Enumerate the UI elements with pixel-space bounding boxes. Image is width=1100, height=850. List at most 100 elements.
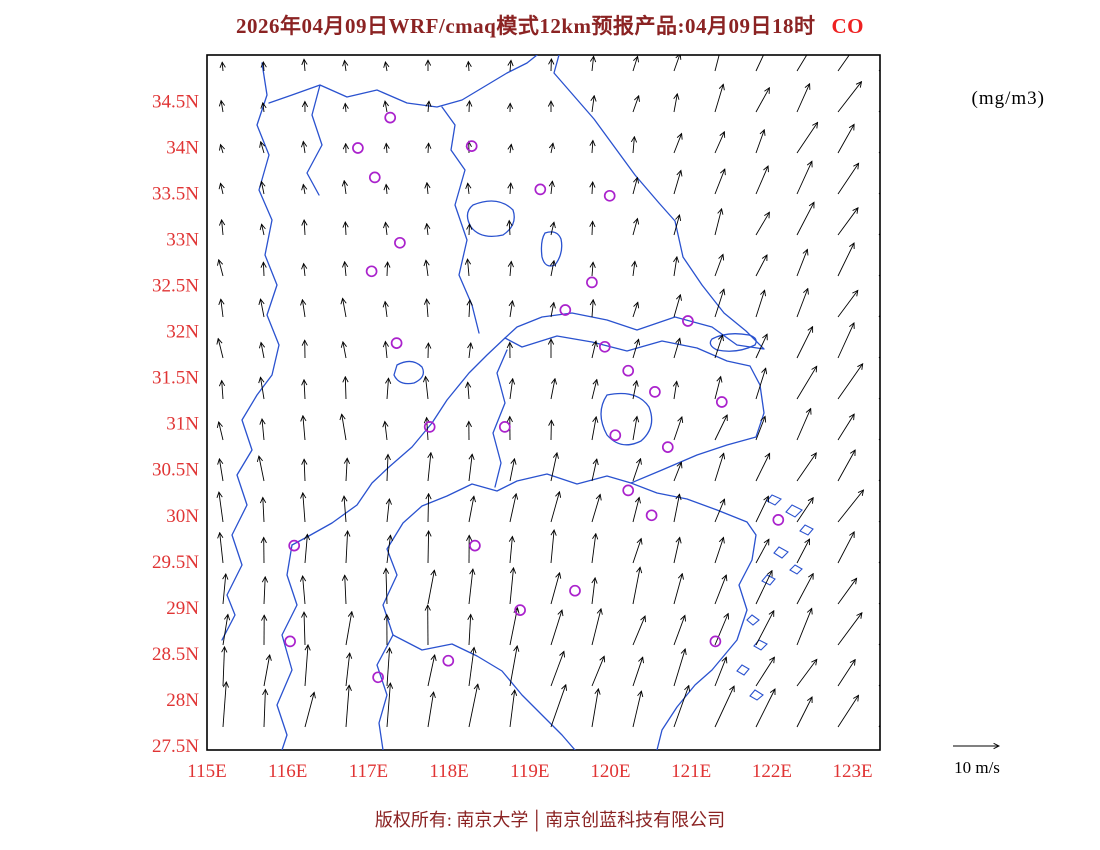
wind-arrow (264, 690, 265, 728)
y-axis-label: 31N (166, 414, 199, 435)
wind-arrow (221, 145, 224, 154)
wind-arrow (632, 616, 645, 646)
wind-arrow (263, 655, 270, 687)
wind-arrow (469, 300, 470, 318)
station-marker (645, 509, 658, 522)
wind-arrow (469, 101, 470, 113)
station-marker (284, 635, 296, 648)
wind-arrow (259, 456, 265, 482)
wind-arrow (714, 453, 724, 482)
wind-arrow (796, 289, 808, 318)
wind-arrow (796, 498, 813, 523)
wind-arrow (592, 262, 593, 277)
wind-arrow (427, 183, 428, 195)
station-marker (534, 183, 547, 196)
wind-arrow (426, 377, 429, 400)
jiangsu-anhui-border (441, 106, 508, 488)
wind-arrow (345, 61, 347, 72)
wind-arrow (796, 84, 810, 113)
wind-arrow (878, 560, 880, 564)
wind-arrow (263, 498, 264, 523)
station-marker (709, 635, 722, 648)
lake-chaohu (393, 360, 425, 385)
wind-arrow (878, 602, 880, 605)
x-axis-label: 121E (671, 761, 711, 782)
wind-arrow (674, 94, 677, 113)
wind-arrow (550, 379, 555, 400)
wind-arrow (219, 492, 224, 523)
wind-arrow (714, 209, 722, 236)
wind-arrow (674, 381, 677, 400)
wind-arrow (591, 495, 600, 523)
wind-arrow (837, 532, 854, 564)
wind-arrow (510, 262, 511, 277)
wind-arrow (550, 685, 566, 728)
wind-arrow (837, 364, 863, 400)
station-marker (772, 514, 785, 526)
wind-arrow (673, 686, 689, 728)
wind-arrow (673, 538, 680, 564)
wind-arrow (509, 690, 515, 728)
wind-arrow (632, 691, 641, 728)
wind-arrow (632, 302, 638, 318)
station-marker (559, 304, 572, 316)
wind-arrow (551, 143, 553, 154)
wind-arrow (878, 150, 880, 154)
wind-arrow (755, 166, 768, 195)
wind-arrow (755, 212, 769, 236)
wind-arrow (755, 368, 766, 400)
wind-arrow (755, 417, 765, 441)
shandong-border (268, 55, 538, 196)
coastline (504, 55, 765, 750)
wind-arrow (303, 576, 305, 605)
wind-arrow (385, 422, 387, 441)
wind-arrow (345, 104, 346, 113)
wind-arrow (796, 366, 817, 400)
wind-arrow (510, 60, 511, 72)
wind-arrow (632, 96, 639, 113)
wind-arrow (673, 295, 680, 318)
wind-arrow (387, 648, 390, 687)
wind-arrow (837, 163, 859, 195)
wind-arrow (509, 494, 516, 523)
wind-arrow (673, 134, 682, 154)
wind-arrow (468, 684, 478, 728)
station-marker (352, 142, 364, 154)
wind-arrow (222, 62, 223, 72)
wind-arrow (427, 655, 435, 687)
wind-arrow (385, 62, 387, 72)
wind-arrow (428, 101, 429, 113)
zhejiang-fujian-border (392, 634, 576, 750)
wind-arrow (510, 183, 511, 195)
wind-arrow (837, 82, 862, 113)
wind-arrow (632, 417, 637, 441)
wind-arrow (632, 498, 639, 523)
lake-hongze (466, 200, 515, 238)
wind-arrow (633, 137, 634, 154)
wind-arrow (796, 539, 810, 564)
wind-arrow (837, 578, 857, 605)
wind-arrow (592, 221, 593, 236)
wind-arrow (796, 697, 812, 728)
wind-arrow (796, 659, 817, 687)
y-axis-label: 28.5N (152, 644, 199, 665)
station-marker (586, 276, 598, 289)
wind-arrow (303, 493, 305, 523)
wind-arrow (878, 438, 880, 441)
y-axis-label: 28N (166, 690, 199, 711)
wind-arrow (673, 462, 681, 482)
wind-arrow (633, 261, 635, 277)
wind-arrow (837, 490, 864, 523)
x-axis-label: 122E (752, 761, 792, 782)
wind-arrow (591, 534, 596, 564)
wind-arrow (837, 414, 854, 441)
wind-arrow (796, 122, 818, 154)
wind-arrow (714, 657, 726, 687)
wind-arrow (837, 243, 854, 277)
wind-arrow (304, 380, 305, 400)
title-text: 2026年04月09日WRF/cmaq模式12km预报产品:04月09日18时 (236, 14, 816, 38)
wind-arrow (510, 144, 511, 154)
wind-arrow (878, 232, 880, 236)
wind-arrow (509, 646, 517, 687)
wind-arrow (591, 417, 596, 441)
